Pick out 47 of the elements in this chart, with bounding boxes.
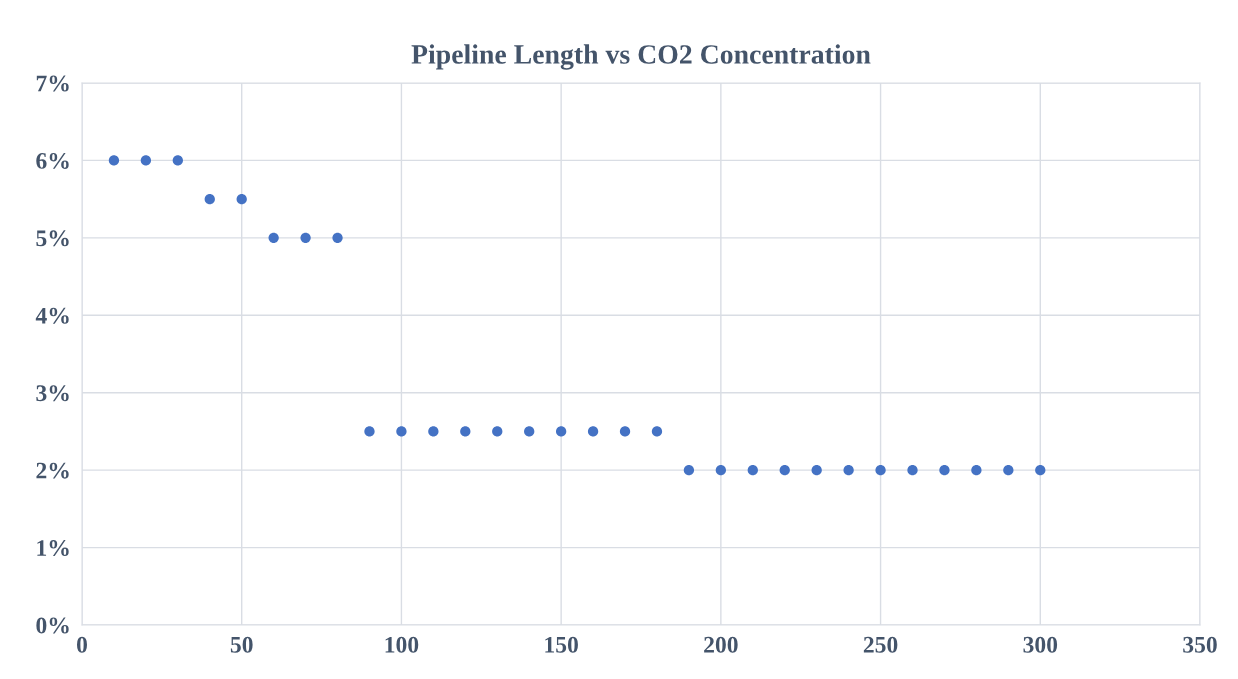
point bbox=[811, 464, 822, 476]
point bbox=[1003, 464, 1014, 476]
y-tick-label: 5% bbox=[36, 230, 69, 247]
point bbox=[875, 464, 886, 476]
point bbox=[460, 426, 471, 437]
y-tick-label: 0% bbox=[36, 617, 69, 634]
y-tick-label: 6% bbox=[36, 152, 69, 169]
point bbox=[364, 426, 375, 437]
point bbox=[236, 193, 247, 205]
point bbox=[204, 193, 215, 205]
point bbox=[108, 155, 120, 166]
point bbox=[1035, 464, 1046, 476]
point bbox=[300, 232, 311, 244]
point bbox=[268, 232, 279, 244]
point bbox=[619, 426, 631, 437]
x-tick-label: 100 bbox=[385, 636, 419, 653]
point bbox=[747, 464, 758, 476]
point bbox=[779, 464, 790, 476]
x-tick-label: 150 bbox=[545, 636, 578, 653]
point bbox=[524, 426, 535, 437]
point bbox=[492, 426, 503, 437]
y-tick-label: 4% bbox=[35, 307, 69, 324]
point bbox=[907, 464, 918, 476]
x-tick-label: 200 bbox=[704, 636, 738, 653]
point bbox=[172, 155, 183, 166]
y-tick-label: 2% bbox=[36, 462, 69, 479]
chart-title: Pipeline Length vs CO2 Concentration bbox=[411, 44, 871, 70]
point bbox=[971, 464, 982, 476]
point bbox=[428, 426, 439, 437]
point bbox=[939, 464, 950, 476]
point bbox=[715, 464, 727, 476]
y-tick-label: 3% bbox=[36, 385, 69, 402]
x-tick-label: 250 bbox=[863, 636, 898, 653]
y-tick-label: 7% bbox=[36, 75, 69, 92]
point bbox=[555, 426, 567, 437]
y-tick-label: 1% bbox=[37, 540, 69, 557]
point bbox=[396, 426, 407, 437]
x-tick-label: 50 bbox=[230, 636, 253, 653]
point bbox=[140, 155, 152, 166]
point bbox=[587, 426, 599, 437]
point bbox=[683, 464, 695, 476]
x-tick-label: 300 bbox=[1023, 636, 1058, 653]
point bbox=[651, 426, 663, 437]
point bbox=[332, 232, 343, 244]
point bbox=[843, 464, 854, 476]
x-tick-label: 0 bbox=[77, 636, 87, 653]
x-tick-label: 350 bbox=[1183, 636, 1217, 653]
